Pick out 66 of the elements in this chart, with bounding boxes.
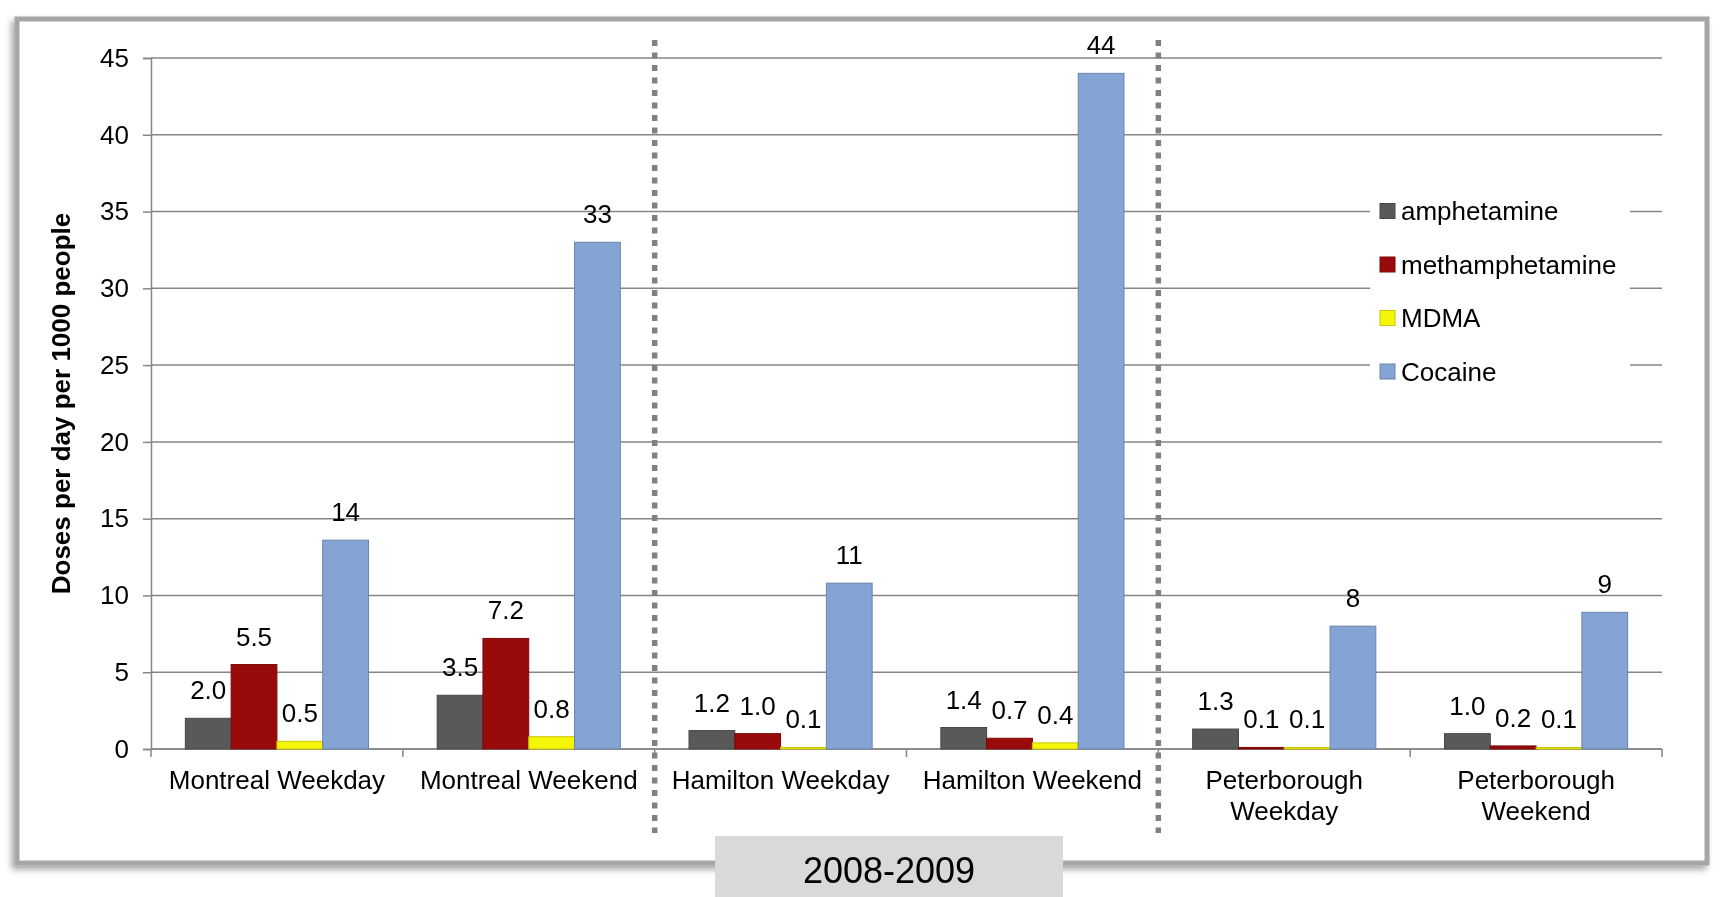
data-label: 0.2: [1495, 702, 1532, 733]
x-tick-label: Hamilton Weekend: [922, 765, 1143, 795]
legend-label: amphetamine: [1401, 196, 1559, 226]
data-label: 8: [1345, 583, 1361, 614]
y-tick-label: 5: [114, 657, 129, 688]
bar: [184, 717, 232, 750]
y-tick-label: 35: [100, 196, 129, 227]
data-label: 9: [1597, 569, 1612, 600]
data-label: 7.2: [487, 595, 524, 626]
data-label: 0.4: [1037, 699, 1074, 730]
data-label: 14: [331, 497, 361, 528]
bar: [436, 694, 484, 750]
y-tick-label: 15: [100, 503, 129, 534]
x-tick-label: Montreal Weekday: [168, 765, 386, 795]
bar: [230, 664, 278, 750]
legend-label: methamphetamine: [1401, 249, 1617, 280]
y-tick-label: 20: [100, 426, 129, 457]
data-label: 3.5: [441, 652, 479, 683]
data-label: 44: [1086, 30, 1116, 61]
x-tick-label: Montreal Weekend: [419, 765, 638, 795]
data-label: 1.2: [693, 687, 730, 718]
data-label: 0.1: [1243, 704, 1280, 735]
data-label: 5.5: [235, 621, 273, 652]
bar: [1489, 745, 1537, 750]
x-tick-label: Peterborough Weekend: [1457, 765, 1615, 826]
data-label: 33: [582, 199, 612, 230]
bar: [940, 727, 988, 750]
legend-label: Cocaine: [1401, 356, 1497, 387]
y-axis-title: Doses per day per 1000 people: [46, 212, 76, 595]
data-label: 2.0: [190, 675, 227, 706]
data-label: 0.1: [1540, 704, 1578, 735]
bar: [1581, 611, 1629, 750]
data-label: 0.7: [991, 695, 1028, 726]
data-label: 11: [835, 540, 863, 571]
data-label: 1.0: [739, 690, 776, 721]
bar: [574, 241, 621, 750]
bar: [734, 733, 782, 750]
y-tick-label: 30: [100, 273, 129, 304]
bar: [322, 539, 369, 750]
bar: [986, 737, 1033, 750]
y-tick-label: 45: [100, 42, 129, 73]
y-tick-label: 10: [100, 580, 129, 611]
bar: [528, 736, 576, 750]
bar: [825, 582, 873, 750]
data-label: 0.1: [1289, 704, 1326, 735]
data-label: 0.1: [785, 704, 822, 735]
bar: [1077, 72, 1125, 750]
y-tick-label: 0: [114, 733, 129, 764]
bar: [482, 637, 530, 750]
x-tick-label: Hamilton Weekday: [671, 765, 890, 795]
data-label: 0.8: [533, 693, 570, 724]
bar: [1444, 733, 1491, 750]
y-tick-label: 40: [100, 119, 129, 150]
text: 2008-2009: [802, 850, 976, 891]
bar: [1192, 728, 1239, 750]
data-label: 1.0: [1449, 690, 1486, 721]
data-label: 1.3: [1197, 686, 1234, 717]
legend-label: MDMA: [1401, 303, 1482, 333]
bar: [1031, 742, 1079, 750]
data-label: 1.4: [945, 684, 982, 715]
x-tick-label: Peterborough Weekday: [1205, 765, 1364, 826]
bar: [1329, 625, 1377, 750]
bar: [276, 740, 324, 750]
y-tick-label: 25: [100, 349, 129, 380]
bar: [688, 730, 736, 750]
data-label: 0.5: [281, 698, 318, 729]
